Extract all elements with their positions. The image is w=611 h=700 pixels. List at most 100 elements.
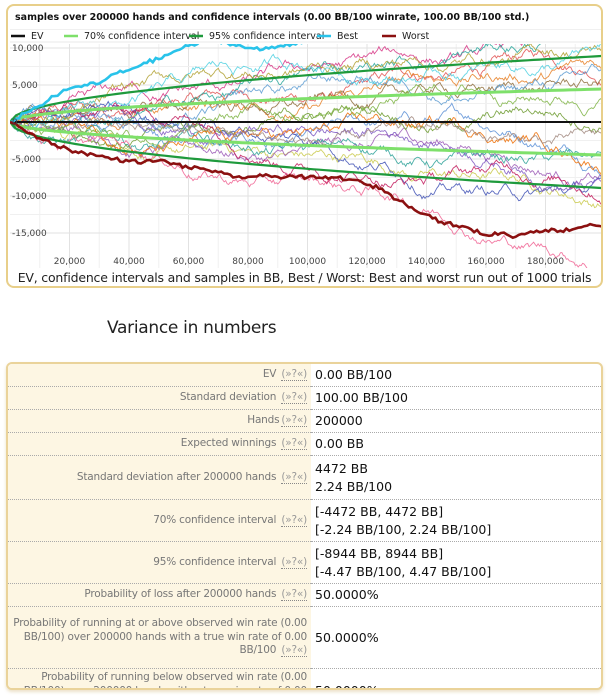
- stats-value: 50.0000%: [311, 668, 601, 688]
- stats-label-text: 95% confidence interval: [153, 555, 277, 568]
- stats-value-line: 4472 BB: [315, 460, 368, 476]
- sample-run-line: [10, 111, 601, 176]
- stats-label-text: Standard deviation: [179, 391, 277, 404]
- stats-value-line: [-2.24 BB/100, 2.24 BB/100]: [315, 521, 492, 537]
- sample-run-line: [10, 63, 601, 130]
- stats-row: 95% confidence interval (»?«) [-8944 BB, …: [8, 541, 601, 584]
- y-tick-label: -10,000: [12, 192, 47, 202]
- stats-label-text: Probability of running at or above obser…: [13, 617, 307, 657]
- stats-value: 100.00 BB/100: [311, 386, 601, 410]
- help-link[interactable]: (»?«): [281, 391, 307, 405]
- legend-label: 95% confidence interval: [209, 31, 324, 42]
- legend-label: 70% confidence interval: [84, 31, 199, 42]
- x-tick-label: 120,000: [348, 257, 385, 267]
- stats-label-text: Probability of loss after 200000 hands: [84, 588, 277, 601]
- stats-value-line: [-4.47 BB/100, 4.47 BB/100]: [315, 563, 492, 579]
- stats-panel: EV (»?«) 0.00 BB/100 Standard deviation (»…: [6, 362, 603, 690]
- stats-row: Probability of running below observed wi…: [8, 668, 601, 688]
- chart-caption: EV, confidence intervals and samples in …: [17, 270, 592, 285]
- stats-value-line: 50.0000%: [315, 682, 597, 688]
- y-tick-label: -15,000: [12, 229, 47, 239]
- stats-value-line: 0.00 BB: [315, 436, 364, 451]
- stats-row: Standard deviation after 200000 hands (»…: [8, 455, 601, 500]
- section-title: Variance in numbers: [107, 318, 277, 338]
- x-tick-label: 20,000: [54, 257, 86, 267]
- chart-title: samples over 200000 hands and confidence…: [15, 12, 529, 23]
- stats-value-line: 100.00 BB/100: [315, 390, 408, 405]
- stats-row: EV (»?«) 0.00 BB/100: [8, 364, 601, 387]
- help-link[interactable]: (»?«): [281, 414, 307, 428]
- stats-value: 0.00 BB: [311, 432, 601, 456]
- stats-row: 70% confidence interval (»?«) [-4472 BB, …: [8, 499, 601, 542]
- y-tick-label: 10,000: [12, 44, 44, 54]
- stats-label: Standard deviation after 200000 hands (»…: [8, 455, 311, 500]
- stats-label-text: Probability of running below observed wi…: [24, 671, 307, 688]
- chart-panel: 10,000 5,000 0 -5,000 -10,000 -15,000 20,000 40…: [6, 4, 603, 288]
- sample-run-line: [10, 103, 601, 193]
- stats-label: Standard deviation (»?«): [8, 386, 311, 410]
- help-link[interactable]: (»?«): [281, 644, 307, 658]
- sample-runs: [10, 44, 601, 268]
- stats-label-text: Expected winnings: [180, 437, 277, 450]
- help-link[interactable]: (»?«): [281, 470, 307, 484]
- ci95-lower-line: [10, 121, 601, 190]
- x-tick-label: 60,000: [173, 257, 205, 267]
- stats-label: Probability of running below observed wi…: [8, 668, 311, 688]
- stats-value-line: 200000: [315, 413, 363, 428]
- stats-row: Probability of running at or above obser…: [8, 606, 601, 669]
- legend-label: Worst: [402, 31, 430, 42]
- stats-label: EV (»?«): [8, 364, 311, 387]
- ci70-lower-line: [10, 120, 601, 157]
- sample-run-line: [10, 114, 601, 147]
- stats-row: Hands (»?«) 200000: [8, 409, 601, 433]
- stats-value: 200000: [311, 409, 601, 433]
- stats-row: Probability of loss after 200000 hands (…: [8, 583, 601, 607]
- stats-value: [-8944 BB, 8944 BB] [-4.47 BB/100, 4.47 B…: [311, 541, 601, 584]
- x-tick-label: 80,000: [232, 257, 264, 267]
- x-tick-label: 100,000: [289, 257, 326, 267]
- stats-value-line: 2.24 BB/100: [315, 478, 393, 494]
- stats-label: 95% confidence interval (»?«): [8, 541, 311, 584]
- stats-value: 0.00 BB/100: [311, 364, 601, 387]
- stats-value-line: 50.0000%: [315, 587, 379, 602]
- stats-table: EV (»?«) 0.00 BB/100 Standard deviation (»…: [8, 364, 601, 688]
- worst-run-line: [10, 120, 601, 240]
- stats-label: 70% confidence interval (»?«): [8, 499, 311, 542]
- ci70-upper-line: [10, 87, 601, 124]
- stats-value-line: [-8944 BB, 8944 BB]: [315, 545, 444, 561]
- help-link[interactable]: (»?«): [281, 368, 307, 382]
- stats-label-text: Standard deviation after 200000 hands: [76, 470, 277, 483]
- stats-row: Expected winnings (»?«) 0.00 BB: [8, 432, 601, 456]
- x-tick-label: 180,000: [527, 257, 564, 267]
- stats-value-line: 0.00 BB/100: [315, 367, 393, 382]
- best-run-line: [10, 44, 303, 124]
- stats-label: Probability of running at or above obser…: [8, 606, 311, 669]
- stats-value-line: [-4472 BB, 4472 BB]: [315, 503, 444, 519]
- x-tick-label: 40,000: [113, 257, 145, 267]
- help-link[interactable]: (»?«): [281, 437, 307, 451]
- stats-value: 50.0000%: [311, 583, 601, 607]
- stats-value: [-4472 BB, 4472 BB] [-2.24 BB/100, 2.24 B…: [311, 499, 601, 542]
- stats-value-line: 50.0000%: [315, 629, 379, 645]
- legend-label: EV: [31, 31, 44, 42]
- sample-run-line: [10, 83, 601, 150]
- stats-label: Expected winnings (»?«): [8, 432, 311, 456]
- stats-label: Hands (»?«): [8, 409, 311, 433]
- stats-row: Standard deviation (»?«) 100.00 BB/100: [8, 386, 601, 410]
- stats-label: Probability of loss after 200000 hands (…: [8, 583, 311, 607]
- variance-chart: 10,000 5,000 0 -5,000 -10,000 -15,000 20,000 40…: [10, 12, 601, 268]
- y-tick-label: 5,000: [12, 81, 38, 91]
- stats-label-text: Hands: [247, 414, 280, 427]
- help-link[interactable]: (»?«): [281, 513, 307, 527]
- help-link[interactable]: (»?«): [281, 555, 307, 569]
- stats-value: 50.0000%: [311, 606, 601, 669]
- help-link[interactable]: (»?«): [281, 588, 307, 602]
- ci95-upper-line: [10, 54, 601, 123]
- stats-value: 4472 BB 2.24 BB/100: [311, 455, 601, 500]
- stats-label-text: EV: [262, 368, 277, 381]
- y-tick-label: 0: [12, 118, 18, 128]
- y-tick-label: -5,000: [12, 155, 41, 165]
- stats-label-text: 70% confidence interval: [153, 513, 277, 526]
- legend-label: Best: [337, 31, 358, 42]
- x-tick-label: 140,000: [408, 257, 445, 267]
